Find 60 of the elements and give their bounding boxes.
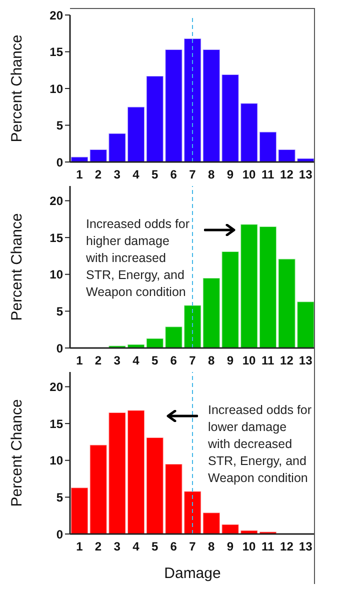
x-tick-label: 11 (262, 354, 275, 368)
y-tick-label: 20 (50, 194, 64, 208)
x-tick-label: 5 (151, 540, 158, 554)
y-axis-title: Percent Chance (8, 34, 26, 142)
y-tick-label: 15 (50, 45, 64, 60)
x-tick-label: 4 (132, 354, 140, 368)
x-tick-label: 6 (170, 168, 178, 182)
annotation: Increased odds for higher damage with increased STR, Energy, and Weapon condition (86, 216, 190, 301)
x-tick-label: 10 (242, 540, 256, 554)
x-tick-label: 9 (226, 540, 234, 554)
x-tick-label: 10 (242, 354, 256, 368)
x-tick-label: 5 (151, 168, 158, 182)
x-tick-label: 2 (94, 168, 102, 182)
x-tick-label: 12 (280, 540, 294, 554)
x-tick-label: 1 (76, 540, 84, 554)
x-tick-label: 12 (280, 168, 294, 182)
x-tick-label: 11 (262, 540, 275, 554)
x-tick-label: 6 (170, 354, 178, 368)
x-tick-label: 13 (298, 168, 313, 182)
x-tick-label: 10 (242, 168, 256, 182)
x-tick-label: 13 (298, 540, 313, 554)
x-tick-label: 6 (170, 540, 178, 554)
y-tick-label: 20 (50, 8, 64, 22)
y-tick-label: 5 (56, 118, 64, 133)
x-tick-label: 3 (114, 354, 121, 368)
x-tick-label: 8 (208, 354, 215, 368)
x-tick-label: 2 (94, 540, 102, 554)
x-tick-label: 12 (280, 354, 294, 368)
y-tick-label: 15 (50, 416, 64, 431)
x-tick-label: 1 (76, 168, 84, 182)
x-tick-label: 11 (262, 168, 275, 182)
x-tick-label: 7 (189, 354, 196, 368)
x-tick-label: 5 (151, 354, 158, 368)
y-tick-label: 0 (56, 341, 64, 356)
y-tick-label: 20 (50, 380, 64, 394)
y-axis-title: Percent Chance (8, 213, 26, 321)
annotation: Increased odds for lower damage with decreased STR, Energy, and Weapon condition (208, 402, 312, 487)
y-axis-title: Percent Chance (8, 399, 26, 507)
y-tick-label: 10 (50, 454, 64, 468)
x-tick-label: 9 (226, 168, 234, 182)
x-tick-label: 3 (114, 168, 121, 182)
x-tick-label: 1 (76, 354, 84, 368)
y-tick-label: 0 (56, 155, 64, 170)
x-tick-label: 2 (94, 354, 102, 368)
x-tick-label: 8 (208, 168, 215, 182)
y-tick-label: 5 (56, 490, 64, 504)
x-tick-label: 3 (114, 540, 121, 554)
y-tick-label: 0 (56, 527, 64, 542)
x-tick-label: 9 (226, 354, 234, 368)
y-tick-label: 10 (50, 82, 64, 96)
x-tick-label: 7 (189, 168, 196, 182)
x-axis-title: Damage (164, 565, 221, 582)
y-tick-label: 15 (50, 230, 64, 245)
x-tick-label: 8 (208, 540, 215, 554)
x-tick-label: 7 (189, 540, 196, 554)
y-tick-label: 10 (50, 268, 64, 282)
y-tick-label: 5 (56, 304, 64, 318)
x-tick-label: 13 (298, 354, 313, 368)
x-tick-label: 4 (132, 168, 140, 182)
x-tick-label: 4 (132, 540, 140, 554)
